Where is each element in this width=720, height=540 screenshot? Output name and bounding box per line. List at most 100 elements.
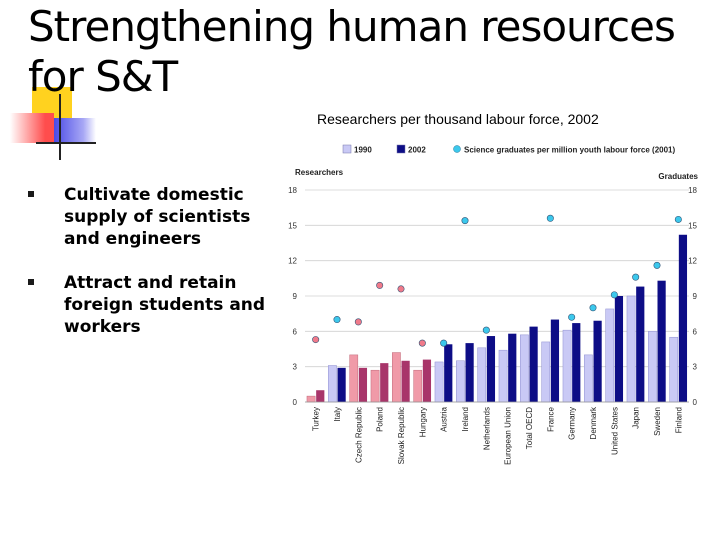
category-label-hungary: Hungary [418, 407, 427, 437]
bar-2002-sweden [657, 280, 666, 402]
legend-swatch-2002 [396, 144, 406, 154]
bar-1990-sweden [648, 331, 657, 403]
category-label-france: France [546, 406, 555, 431]
bar-2002-total-oecd [529, 326, 538, 402]
bar-1990-european-union [498, 349, 508, 403]
subtitle-bold: Researchers [317, 111, 397, 127]
bullet-item-domestic: Cultivate domestic supply of scientists … [28, 184, 290, 250]
category-label-japan: Japan [632, 407, 641, 429]
researchers-bar-chart: 1990 2002 Science graduates per million yo… [288, 144, 699, 465]
graduates-dot-france [546, 214, 554, 222]
category-label-netherlands: Netherlands [482, 407, 491, 450]
y-tick-left-18: 18 [288, 186, 297, 195]
legend-marker-science-graduates-per-million-youth-labour-force-2001- [453, 145, 461, 153]
graduates-dot-japan [632, 273, 640, 281]
bar-2002-hungary [422, 359, 432, 402]
bar-1990-italy [328, 365, 337, 403]
bar-2002-poland [380, 363, 389, 402]
bar-2002-ireland [465, 343, 474, 402]
subtitle-rest: per thousand labour force, 2002 [396, 111, 599, 127]
bullet-list: Cultivate domestic supply of scientists … [28, 184, 290, 360]
bar-1990-germany [562, 329, 572, 403]
category-label-united-states: United States [610, 407, 619, 455]
bar-2002-germany [572, 323, 581, 402]
slide-title: Strengthening human resources for S&T [28, 2, 676, 101]
bar-2002-united-states [614, 296, 624, 402]
bullet-square-icon [28, 279, 34, 285]
bar-1990-poland [370, 369, 380, 403]
bar-1990-netherlands [477, 347, 487, 403]
graduates-dot-austria [440, 339, 448, 347]
bar-1990-hungary [413, 369, 423, 403]
bar-2002-austria [444, 344, 453, 402]
bar-1990-japan [626, 295, 636, 403]
category-label-denmark: Denmark [589, 406, 598, 439]
bar-1990-finland [669, 336, 679, 403]
legend-swatch-1990 [342, 144, 352, 154]
bar-1990-ireland [456, 360, 465, 403]
decorative-red-square [10, 113, 54, 143]
legend-label-science-graduates-per-million-youth-labour-force-2001-: Science graduates per million youth labo… [464, 146, 676, 155]
y-tick-right-3: 3 [693, 363, 698, 372]
bar-1990-austria [434, 361, 444, 403]
y-tick-left-0: 0 [293, 398, 298, 407]
category-label-czech-republic: Czech Republic [354, 407, 363, 463]
bar-2002-european-union [508, 333, 517, 402]
y-tick-left-3: 3 [293, 363, 298, 372]
bullet-square-icon [28, 191, 34, 197]
bar-1990-total-oecd [520, 334, 529, 403]
category-label-ireland: Ireland [461, 407, 470, 431]
bar-2002-slovak-republic [401, 360, 410, 402]
bar-1990-czech-republic [349, 354, 359, 403]
bar-2002-japan [636, 286, 645, 402]
graduates-dot-netherlands [482, 326, 490, 334]
legend-label-1990: 1990 [354, 146, 372, 155]
graduates-dot-finland [674, 215, 682, 223]
bar-2002-italy [337, 367, 346, 402]
graduates-dot-turkey [312, 336, 320, 344]
bar-2002-france [550, 319, 560, 402]
y-tick-right-0: 0 [693, 398, 698, 407]
bullet-text: Attract and retain foreign students and … [64, 273, 266, 337]
category-label-european-union: European Union [504, 407, 513, 465]
graduates-dot-italy [333, 316, 341, 324]
bar-2002-turkey [316, 390, 325, 402]
graduates-dot-czech-republic [354, 318, 362, 326]
category-label-total-oecd: Total OECD [525, 407, 534, 449]
category-label-sweden: Sweden [653, 407, 662, 436]
graduates-dot-ireland [461, 217, 469, 225]
bar-1990-united-states [605, 308, 615, 403]
graduates-dot-denmark [589, 304, 597, 312]
bar-1990-turkey [306, 395, 316, 403]
y-tick-left-15: 15 [288, 221, 297, 230]
legend-label-2002: 2002 [408, 146, 426, 155]
category-label-turkey: Turkey [312, 407, 321, 431]
bar-2002-czech-republic [358, 367, 368, 402]
decorative-horizontal-line [36, 142, 96, 144]
y-axis-left-title: Researchers [295, 168, 344, 177]
decorative-blue-square [54, 118, 96, 144]
bullet-text: Cultivate domestic supply of scientists … [64, 185, 251, 249]
y-tick-right-6: 6 [693, 327, 698, 336]
category-label-germany: Germany [568, 407, 577, 440]
chart-subtitle: Researchers per thousand labour force, 2… [317, 111, 599, 127]
bar-2002-finland [678, 234, 688, 402]
bar-2002-netherlands [486, 336, 496, 402]
graduates-dot-germany [568, 313, 576, 321]
bullet-item-foreign: Attract and retain foreign students and … [28, 272, 290, 338]
category-label-finland: Finland [674, 407, 683, 433]
bar-1990-slovak-republic [392, 352, 401, 403]
y-tick-left-6: 6 [293, 327, 298, 336]
y-tick-right-18: 18 [688, 186, 697, 195]
graduates-dot-hungary [418, 339, 426, 347]
category-label-austria: Austria [440, 406, 449, 431]
bar-1990-denmark [584, 354, 593, 403]
y-tick-right-9: 9 [693, 292, 698, 301]
category-label-italy: Italy [333, 407, 342, 422]
category-label-slovak-republic: Slovak Republic [397, 407, 406, 464]
y-tick-right-15: 15 [688, 221, 697, 230]
decorative-vertical-line [59, 94, 61, 160]
bar-1990-france [541, 341, 551, 403]
graduates-dot-united-states [610, 291, 618, 299]
graduates-dot-sweden [653, 261, 661, 269]
